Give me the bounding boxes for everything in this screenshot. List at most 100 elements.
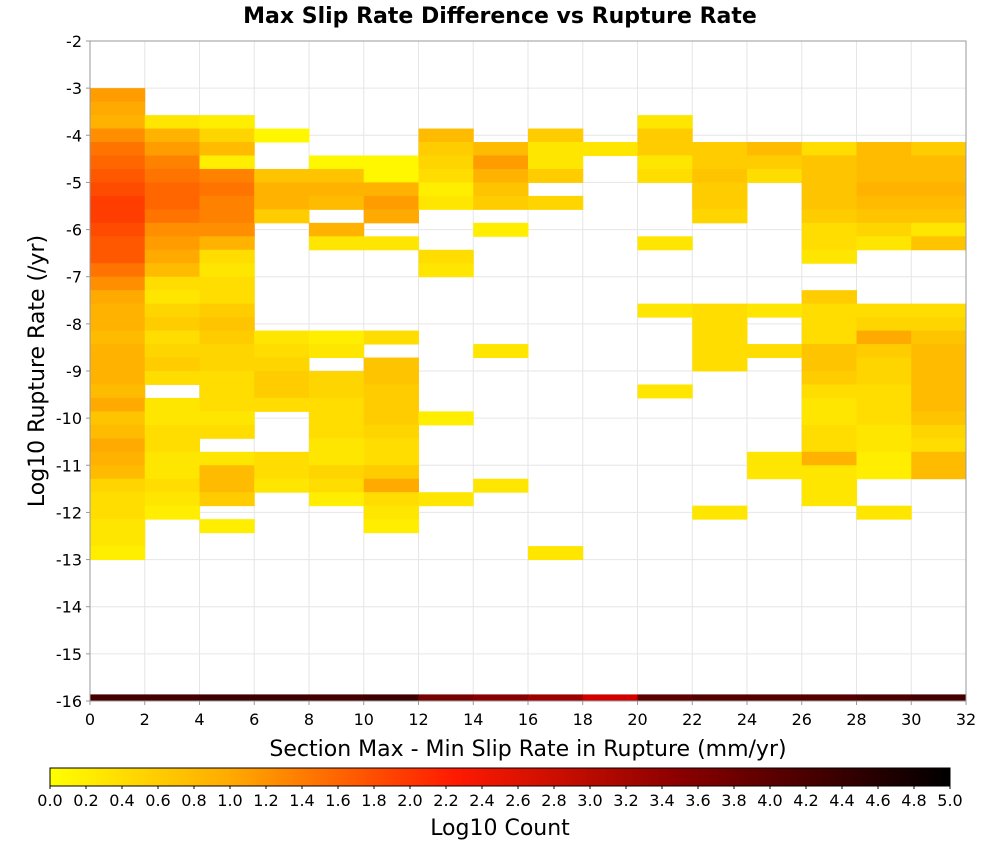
x-tick-label: 32 <box>956 710 976 729</box>
heatmap-cell <box>363 209 419 224</box>
heatmap-cell <box>911 330 967 345</box>
x-tick-label: 26 <box>792 710 812 729</box>
heatmap-cell <box>801 303 857 318</box>
heatmap-cell <box>254 209 310 224</box>
heatmap-cell <box>911 155 967 170</box>
heatmap-cell <box>90 505 146 520</box>
heatmap-cell <box>473 344 529 359</box>
colorbar-tick-label: 0.6 <box>145 791 170 810</box>
heatmap-cell <box>90 451 146 466</box>
heatmap-cell <box>911 209 967 224</box>
heatmap-cell <box>199 128 255 143</box>
y-tick-label: -16 <box>56 692 82 711</box>
heatmap-cell <box>856 384 912 399</box>
heatmap-cell <box>637 155 693 170</box>
heatmap-cell <box>911 317 967 332</box>
heatmap-cell <box>199 168 255 183</box>
heatmap-cell <box>90 694 146 701</box>
y-tick-label: -14 <box>56 598 82 617</box>
heatmap-cell <box>90 155 146 170</box>
x-tick-label: 10 <box>354 710 374 729</box>
heatmap-cell <box>144 344 200 359</box>
x-tick-label: 2 <box>140 710 150 729</box>
heatmap-cell <box>90 411 146 426</box>
heatmap-cell <box>254 694 310 701</box>
heatmap-cell <box>309 465 365 480</box>
heatmap-cell <box>582 142 638 156</box>
heatmap-cells <box>90 88 967 701</box>
colorbar-tick-label: 1.6 <box>325 791 350 810</box>
heatmap-cell <box>856 505 912 520</box>
heatmap-cell <box>747 694 803 701</box>
heatmap-cell <box>473 222 529 237</box>
heatmap-cell <box>199 694 255 701</box>
heatmap-cell <box>473 182 529 197</box>
heatmap-cell <box>144 478 200 493</box>
heatmap-cell <box>90 532 146 547</box>
x-tick-label: 18 <box>573 710 593 729</box>
heatmap-cell <box>144 357 200 372</box>
heatmap-cell <box>856 303 912 318</box>
heatmap-cell <box>692 155 748 170</box>
heatmap-cell <box>254 357 310 372</box>
heatmap-cell <box>801 397 857 412</box>
heatmap-cell <box>528 694 584 701</box>
y-tick-label: -8 <box>66 315 82 334</box>
heatmap-cell <box>363 519 419 534</box>
heatmap-cell <box>801 694 857 701</box>
colorbar-tick-label: 3.4 <box>649 791 674 810</box>
x-tick-label: 16 <box>518 710 538 729</box>
heatmap-cell <box>90 115 146 130</box>
heatmap-cell <box>911 303 967 318</box>
heatmap-cell <box>90 249 146 264</box>
heatmap-cell <box>473 195 529 210</box>
heatmap-cell <box>418 182 474 197</box>
colorbar-tick-label: 4.8 <box>901 791 926 810</box>
x-tick-label: 28 <box>846 710 866 729</box>
heatmap-cell <box>528 195 584 210</box>
heatmap-cell <box>144 128 200 143</box>
heatmap-cell <box>801 182 857 197</box>
heatmap-cell <box>856 195 912 210</box>
colorbar-tick-label: 5.0 <box>937 791 962 810</box>
heatmap-cell <box>692 209 748 224</box>
heatmap-cell <box>473 694 529 701</box>
heatmap-cell <box>637 384 693 399</box>
y-tick-label: -6 <box>66 221 82 240</box>
heatmap-cell <box>144 263 200 278</box>
heatmap-cell <box>692 317 748 332</box>
heatmap-cell <box>309 236 365 251</box>
heatmap-cell <box>90 222 146 237</box>
heatmap-cell <box>911 451 967 466</box>
x-tick-label: 4 <box>194 710 204 729</box>
heatmap-cell <box>199 519 255 534</box>
heatmap-cell <box>856 397 912 412</box>
heatmap-cell <box>801 465 857 480</box>
heatmap-cell <box>747 168 803 183</box>
heatmap-cell <box>199 370 255 385</box>
x-tick-label: 6 <box>249 710 259 729</box>
heatmap-cell <box>856 357 912 372</box>
heatmap-cell <box>363 438 419 453</box>
heatmap-cell <box>801 478 857 493</box>
heatmap-cell <box>801 142 857 156</box>
heatmap-cell <box>856 424 912 439</box>
heatmap-cell <box>911 182 967 197</box>
heatmap-cell <box>911 142 967 156</box>
y-tick-label: -10 <box>56 409 82 428</box>
heatmap-cell <box>90 182 146 197</box>
y-tick-label: -3 <box>66 79 82 98</box>
heatmap-cell <box>199 411 255 426</box>
heatmap-cell <box>747 155 803 170</box>
heatmap-cell <box>911 424 967 439</box>
y-tick-label: -7 <box>66 268 82 287</box>
heatmap-cell <box>856 317 912 332</box>
heatmap-cell <box>90 438 146 453</box>
heatmap-cell <box>90 357 146 372</box>
y-axis-ticks: -2 -3 -4 -5 -6 -7 -8 -9 -10 -11 -12 -13 -14 -15 -16 <box>56 32 90 711</box>
heatmap-cell <box>199 195 255 210</box>
heatmap-cell <box>144 694 200 701</box>
heatmap-cell <box>90 370 146 385</box>
heatmap-cell <box>747 465 803 480</box>
colorbar-tick-label: 2.0 <box>397 791 422 810</box>
